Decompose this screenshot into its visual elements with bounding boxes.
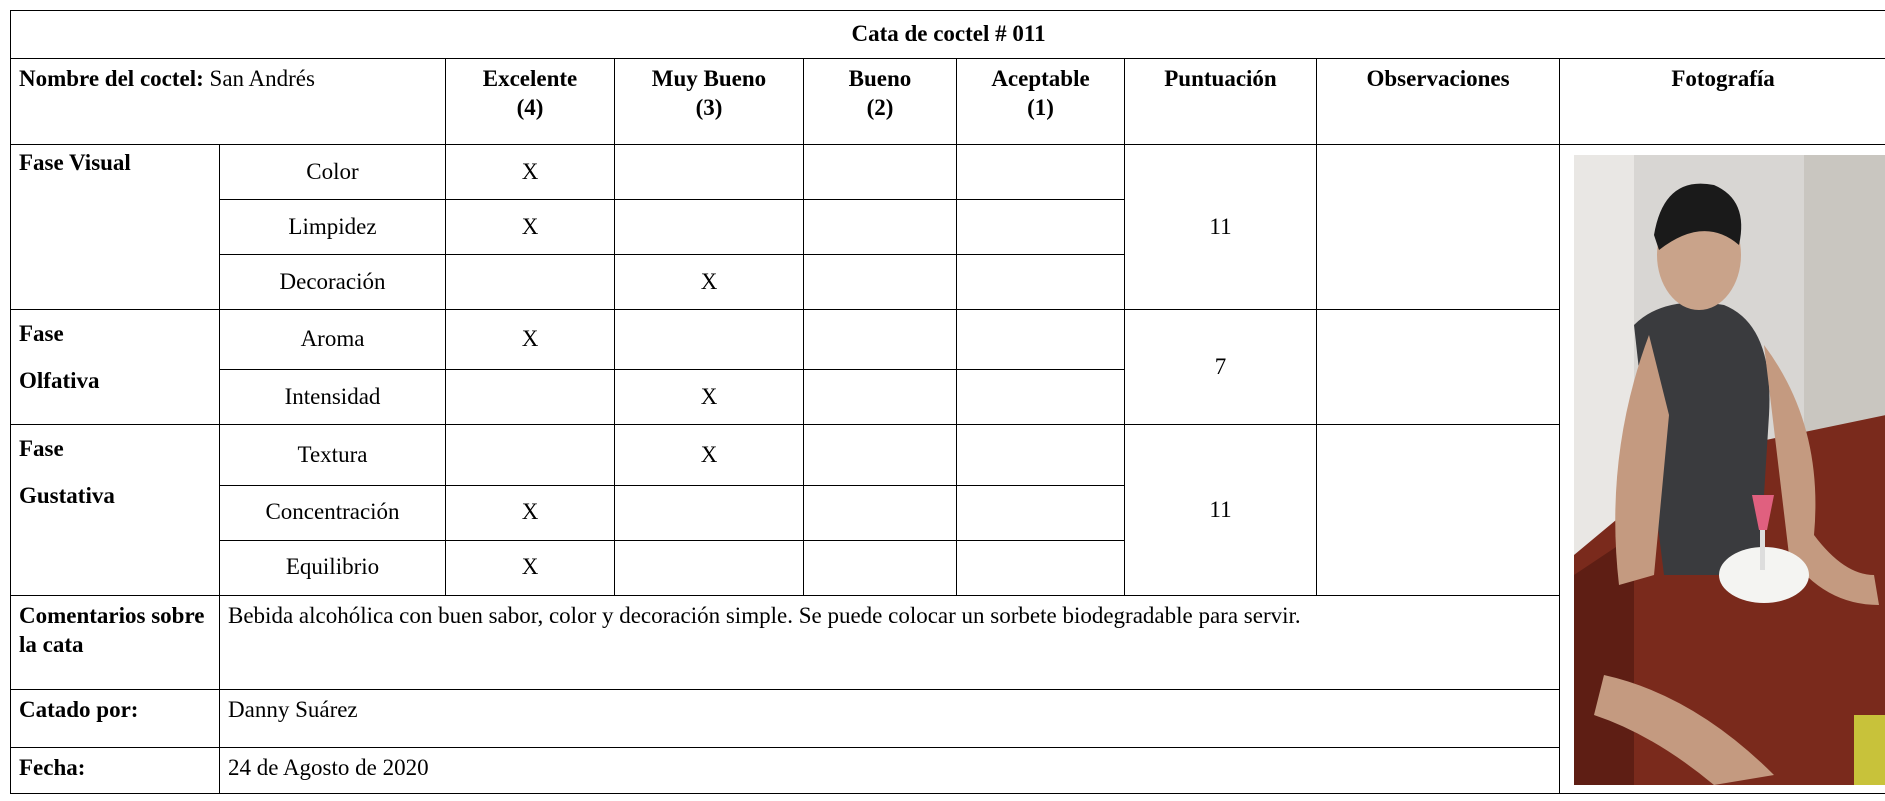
rating-header: Muy Bueno (3) <box>614 58 804 145</box>
table-body: Cata de coctel # 011 Nombre del coctel: … <box>9 10 1885 794</box>
rating-points: (3) <box>695 94 723 120</box>
rating-cell <box>445 369 615 426</box>
rating-cell: X <box>445 199 615 255</box>
rating-cell <box>445 254 615 310</box>
rating-cell <box>803 369 957 426</box>
comments-text: Bebida alcohólica con buen sabor, color … <box>219 594 1560 690</box>
phase-score: 11 <box>1124 144 1317 310</box>
rating-cell: X <box>445 308 615 371</box>
criterion-row: Fase Visual Color X 11 <box>10 144 1885 794</box>
phase-label: Fase Olfativa <box>10 308 220 426</box>
phase-observations <box>1316 424 1560 596</box>
rating-cell <box>956 369 1125 426</box>
date-row: Fecha: 24 de Agosto de 2020 <box>10 746 1885 794</box>
rating-cell <box>956 424 1125 486</box>
phase-score: 11 <box>1124 424 1317 596</box>
rating-cell: X <box>445 539 615 596</box>
rating-cell <box>803 144 957 200</box>
cocktail-photo <box>1574 155 1885 785</box>
phase-observations <box>1316 308 1560 426</box>
criterion-name: Intensidad <box>219 369 446 426</box>
tasted_by-label: Catado por: <box>10 688 220 748</box>
rating-cell <box>803 199 957 255</box>
rating-cell: X <box>614 424 804 486</box>
rating-cell: X <box>445 144 615 200</box>
tasting-table: Cata de coctel # 011 Nombre del coctel: … <box>9 10 1885 794</box>
criterion-name: Color <box>219 144 446 200</box>
rating-cell <box>445 424 615 486</box>
criterion-row: Fase Gustativa Textura X 11 <box>10 424 1885 596</box>
title-row: Cata de coctel # 011 <box>9 10 1885 59</box>
cocktail-name-label: Nombre del coctel: <box>19 66 204 91</box>
rating-points: (2) <box>866 94 894 120</box>
phase-label: Fase Gustativa <box>10 424 220 596</box>
rating-cell: X <box>614 254 804 310</box>
score-header: Puntuación <box>1124 58 1317 145</box>
rating-label: Excelente <box>482 66 578 91</box>
rating-cell <box>956 484 1125 541</box>
rating-cell: X <box>614 369 804 426</box>
rating-cell <box>956 539 1125 596</box>
photo-header: Fotografía <box>1558 58 1885 145</box>
rating-label: Bueno <box>848 66 912 91</box>
rating-cell <box>614 539 804 596</box>
rating-cell <box>803 308 957 371</box>
criterion-name: Decoración <box>219 254 446 310</box>
rating-cell <box>614 199 804 255</box>
rating-cell <box>614 308 804 371</box>
criterion-row: Fase Olfativa Aroma X 7 <box>10 308 1885 426</box>
rating-cell <box>614 144 804 200</box>
rating-cell <box>803 424 957 486</box>
criterion-row: Limpidez X <box>11 199 1885 255</box>
comments-label: Comentarios sobre la cata <box>10 594 220 690</box>
rating-cell: X <box>445 484 615 541</box>
rating-header: Aceptable (1) <box>956 58 1125 145</box>
phase-label: Fase Visual <box>10 144 220 310</box>
title: Cata de coctel # 011 <box>9 10 1885 59</box>
photo-cell <box>1558 144 1885 794</box>
criterion-name: Textura <box>219 424 446 486</box>
criterion-name: Equilibrio <box>219 539 446 596</box>
rating-label: Aceptable <box>991 66 1090 91</box>
phase-score: 7 <box>1124 308 1317 426</box>
rating-cell <box>803 254 957 310</box>
tasted_by-row: Catado por: Danny Suárez <box>10 688 1885 748</box>
observations-header: Observaciones <box>1316 58 1560 145</box>
phase-observations <box>1316 144 1560 310</box>
criterion-name: Aroma <box>219 308 446 371</box>
criterion-name: Limpidez <box>219 199 446 255</box>
rating-cell <box>956 199 1125 255</box>
rating-points: (4) <box>516 94 544 120</box>
date-value: 24 de Agosto de 2020 <box>219 746 1560 794</box>
tasted_by-value: Danny Suárez <box>219 688 1560 748</box>
date-label: Fecha: <box>10 746 220 794</box>
rating-cell <box>956 308 1125 371</box>
cocktail-name-cell: Nombre del coctel: San Andrés <box>10 58 446 145</box>
rating-cell <box>614 484 804 541</box>
rating-header: Bueno (2) <box>803 58 957 145</box>
rating-cell <box>956 144 1125 200</box>
rating-cell <box>803 484 957 541</box>
rating-label: Muy Bueno <box>651 66 767 91</box>
criterion-row: Concentración X <box>11 484 1885 541</box>
rating-cell <box>803 539 957 596</box>
rating-cell <box>956 254 1125 310</box>
header-row: Nombre del coctel: San Andrés Excelente (… <box>10 58 1885 145</box>
cocktail-name: San Andrés <box>209 66 315 91</box>
rating-header: Excelente (4) <box>445 58 615 145</box>
rating-points: (1) <box>1027 94 1054 120</box>
criterion-name: Concentración <box>219 484 446 541</box>
